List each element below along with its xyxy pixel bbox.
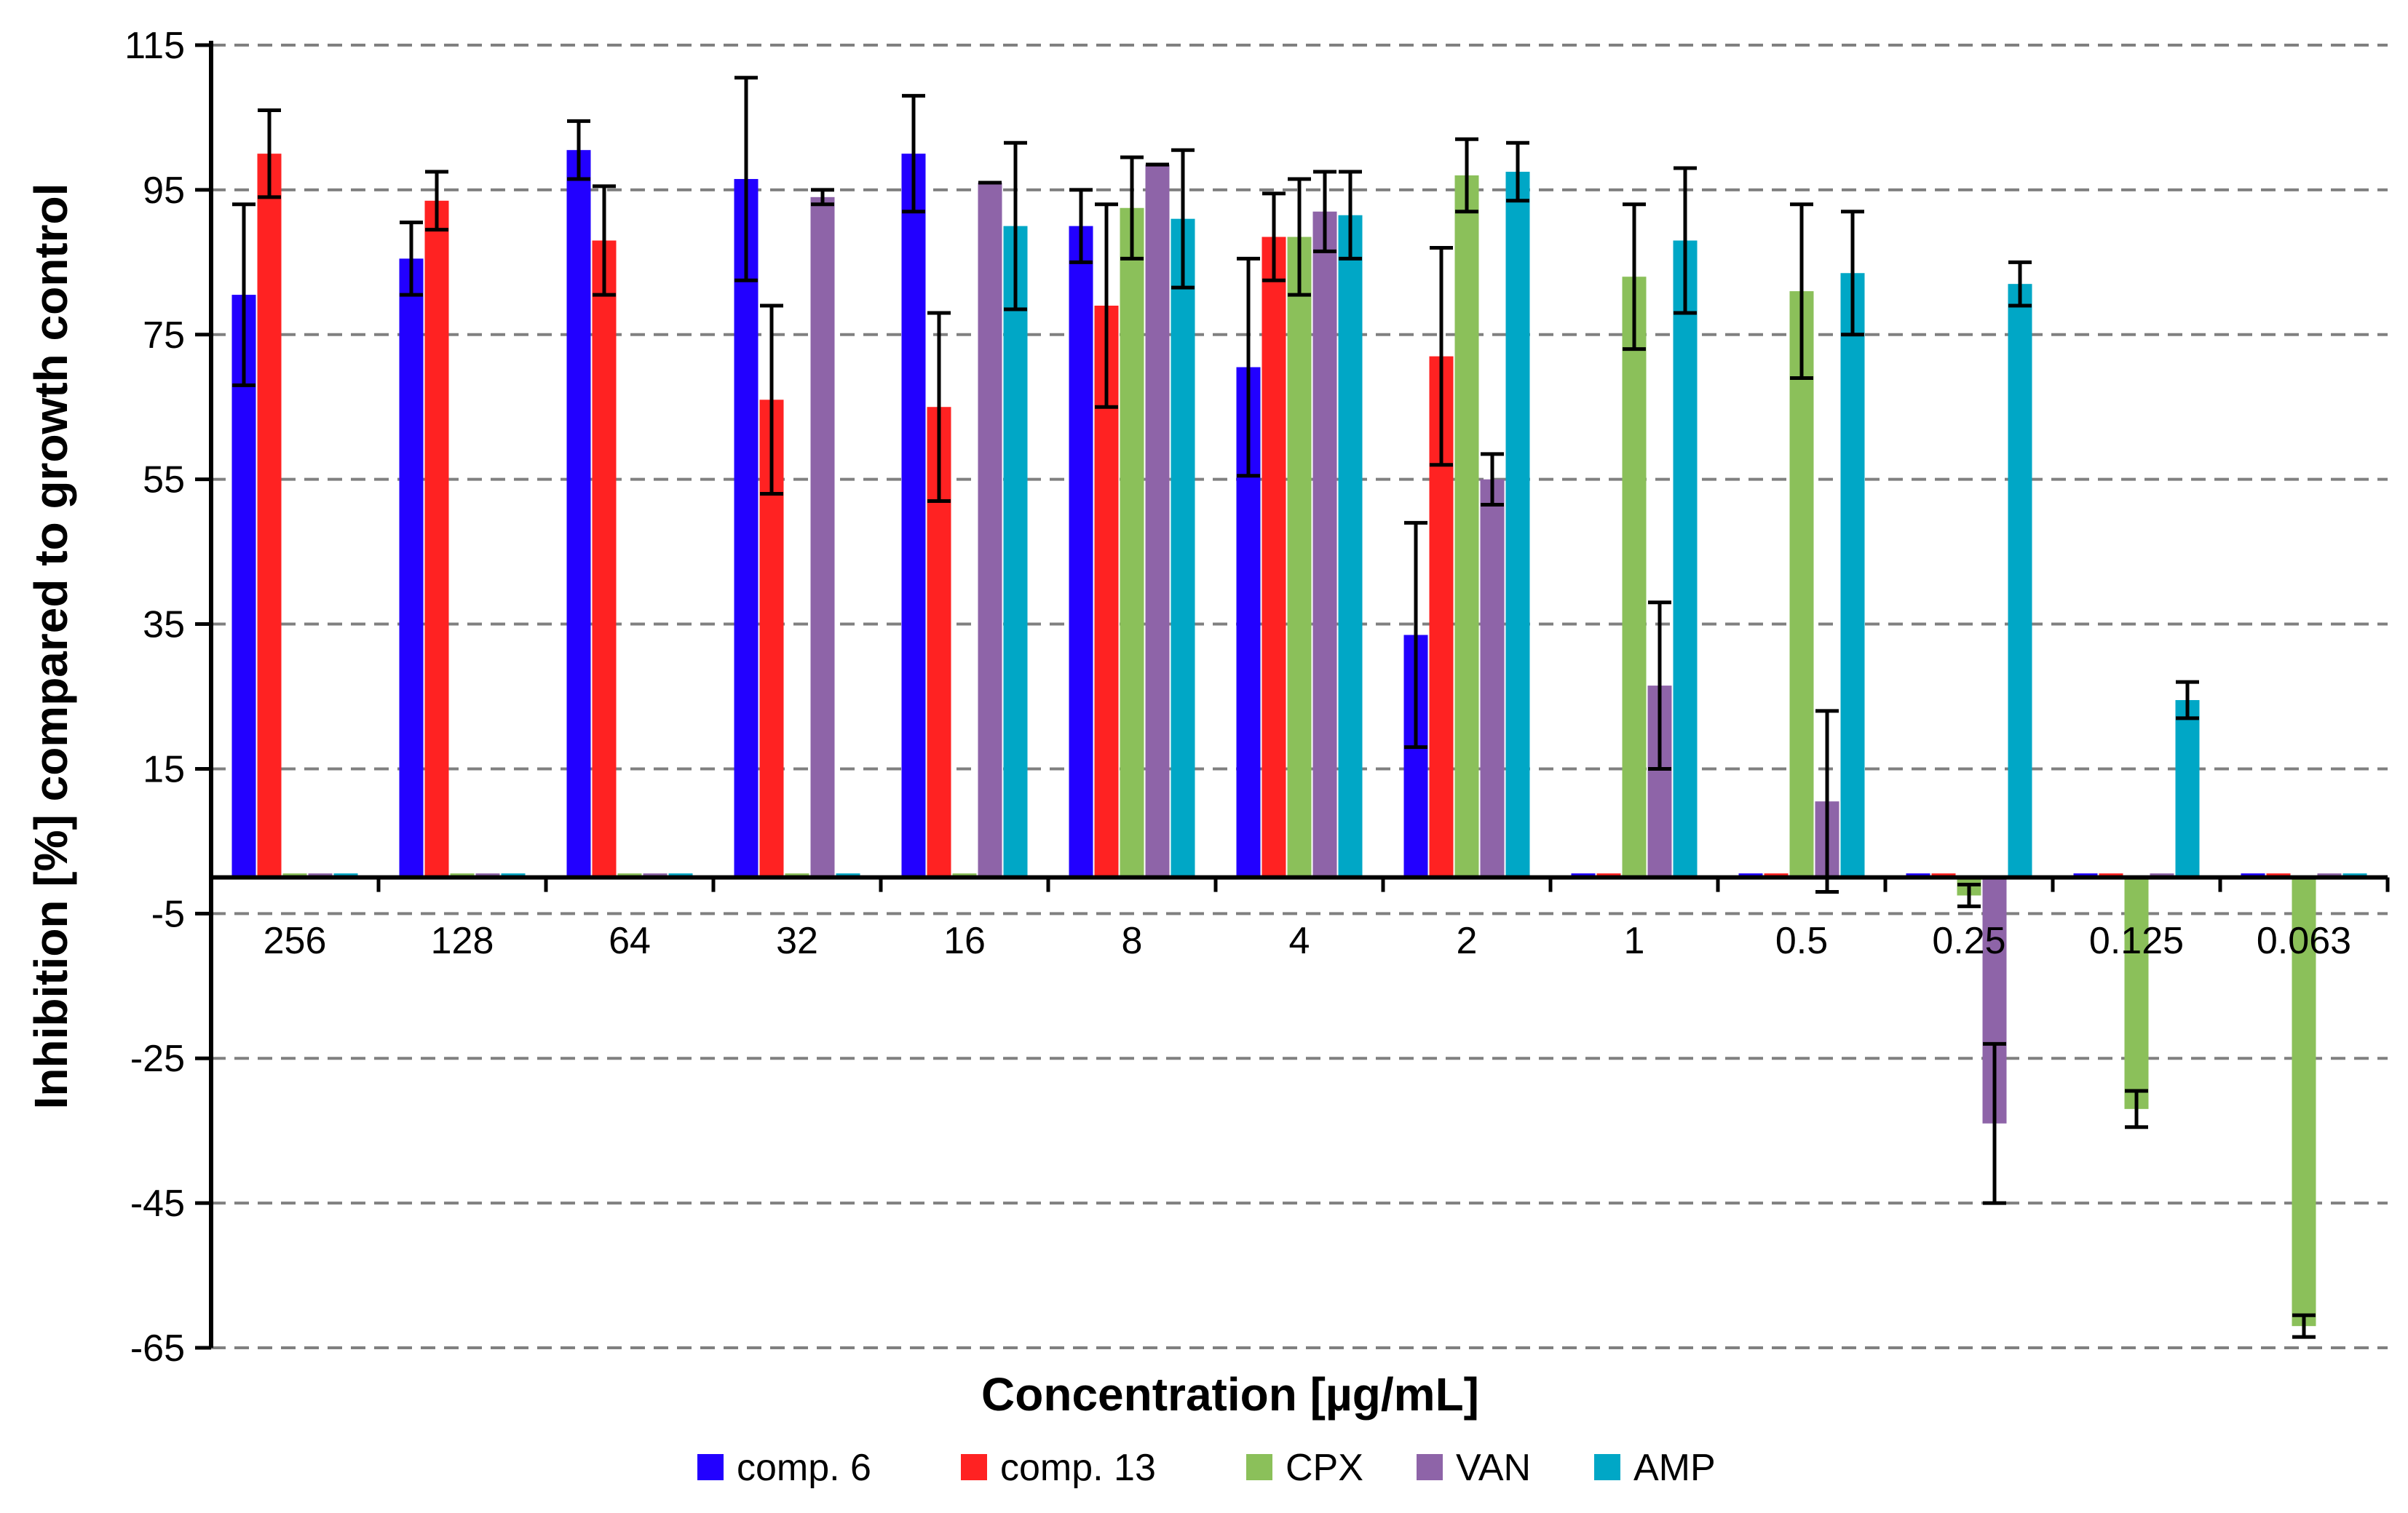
legend-label: comp. 13 (1000, 1447, 1156, 1489)
legend-swatch (1417, 1454, 1443, 1480)
x-axis-title: Concentration [µg/mL] (981, 1368, 1479, 1421)
bar (399, 258, 424, 878)
legend-swatch (961, 1454, 987, 1480)
x-tick-label: 0.125 (2089, 920, 2184, 962)
x-tick-label: 2 (1457, 920, 1478, 962)
x-tick-label: 8 (1122, 920, 1143, 962)
x-tick-label: 0.063 (2257, 920, 2351, 962)
bar (592, 240, 617, 878)
legend-label: comp. 6 (737, 1447, 871, 1489)
bars (231, 150, 2367, 1327)
legend: comp. 6 comp. 13 CPX VAN AMP (697, 1447, 1716, 1489)
y-tick-label: -5 (151, 893, 185, 935)
bar (734, 178, 759, 878)
bar (1338, 215, 1363, 878)
y-tick-label: -45 (130, 1183, 185, 1225)
x-tick-label: 16 (943, 920, 986, 962)
x-tick-labels: 256 128 64 32 16 8 4 2 1 0.5 0.25 0.125 0.063 (264, 920, 2351, 962)
x-tick-label: 32 (776, 920, 818, 962)
legend-label: CPX (1286, 1447, 1363, 1489)
bar (1673, 240, 1698, 878)
x-tick-label: 1 (1624, 920, 1645, 962)
bar (1120, 207, 1144, 878)
y-tick-label: 75 (143, 314, 185, 357)
bar (1480, 479, 1505, 878)
y-tick-label: 115 (124, 25, 185, 67)
bar (1171, 218, 1195, 878)
y-tick-label: 55 (143, 459, 185, 501)
bar (1622, 277, 1647, 878)
bar (1145, 164, 1170, 878)
bar (2008, 284, 2032, 878)
bar (2124, 877, 2149, 1109)
error-bars (232, 76, 2316, 1339)
x-tick-label: 0.5 (1775, 920, 1828, 962)
y-tick-label: 15 (143, 748, 185, 790)
bar (1505, 172, 1530, 878)
bar (1840, 273, 1865, 878)
x-tick-label: 256 (264, 920, 327, 962)
legend-swatch (697, 1454, 724, 1480)
bar (2292, 877, 2316, 1327)
legend-swatch (1246, 1454, 1272, 1480)
bar (1287, 237, 1312, 878)
bar (2175, 699, 2200, 878)
bar (901, 154, 926, 878)
bar (1069, 226, 1093, 878)
bar (978, 182, 1002, 878)
x-tick-label: 128 (431, 920, 494, 962)
bar (231, 295, 256, 878)
bar (1789, 291, 1814, 878)
y-tick-label: 35 (143, 604, 185, 646)
bar (1454, 175, 1479, 878)
legend-swatch (1594, 1454, 1620, 1480)
y-tick-label: -65 (130, 1327, 185, 1370)
legend-label: AMP (1633, 1447, 1716, 1489)
y-tick-label: -25 (130, 1038, 185, 1080)
x-tick-label: 64 (609, 920, 651, 962)
bar (810, 196, 835, 878)
bar (1003, 226, 1028, 878)
y-axis-title: Inhibition [%] compared to growth contro… (25, 183, 77, 1110)
x-tick-label: 0.25 (1932, 920, 2005, 962)
bar (424, 200, 449, 878)
x-tick-label: 4 (1289, 920, 1310, 962)
bar (257, 154, 282, 878)
legend-label: VAN (1456, 1447, 1531, 1489)
y-tick-labels: 115 95 75 55 35 15 -5 -25 -45 -65 (124, 25, 185, 1370)
y-tick-label: 95 (143, 170, 185, 212)
axes (195, 41, 2390, 1350)
bar (566, 150, 591, 878)
bar (1312, 211, 1337, 878)
bar (1262, 237, 1286, 878)
